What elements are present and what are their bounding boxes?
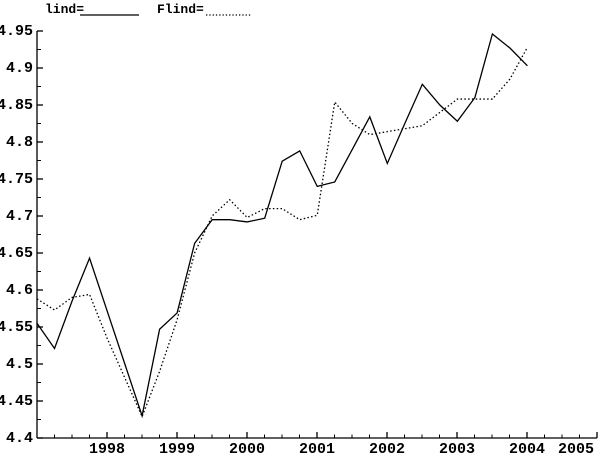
svg-text:1999: 1999: [159, 441, 195, 456]
svg-text:2005: 2005: [558, 441, 594, 456]
svg-text:lind=: lind=: [45, 2, 84, 17]
svg-text:4.8: 4.8: [6, 134, 33, 151]
svg-text:4.75: 4.75: [0, 171, 33, 188]
svg-text:4.85: 4.85: [0, 97, 33, 114]
svg-text:2000: 2000: [229, 441, 265, 456]
svg-text:4.7: 4.7: [6, 208, 33, 225]
svg-text:4.4: 4.4: [6, 430, 33, 447]
svg-text:1998: 1998: [89, 441, 125, 456]
svg-text:Flind=: Flind=: [157, 2, 204, 17]
svg-text:2004: 2004: [509, 441, 545, 456]
svg-text:4.9: 4.9: [6, 60, 33, 77]
svg-text:2001: 2001: [299, 441, 335, 456]
svg-text:4.45: 4.45: [0, 393, 33, 410]
svg-text:4.6: 4.6: [6, 282, 33, 299]
svg-text:4.65: 4.65: [0, 245, 33, 262]
svg-text:2003: 2003: [439, 441, 475, 456]
svg-text:2002: 2002: [369, 441, 405, 456]
svg-text:4.55: 4.55: [0, 319, 33, 336]
svg-text:4.5: 4.5: [6, 356, 33, 373]
svg-text:4.95: 4.95: [0, 23, 33, 40]
